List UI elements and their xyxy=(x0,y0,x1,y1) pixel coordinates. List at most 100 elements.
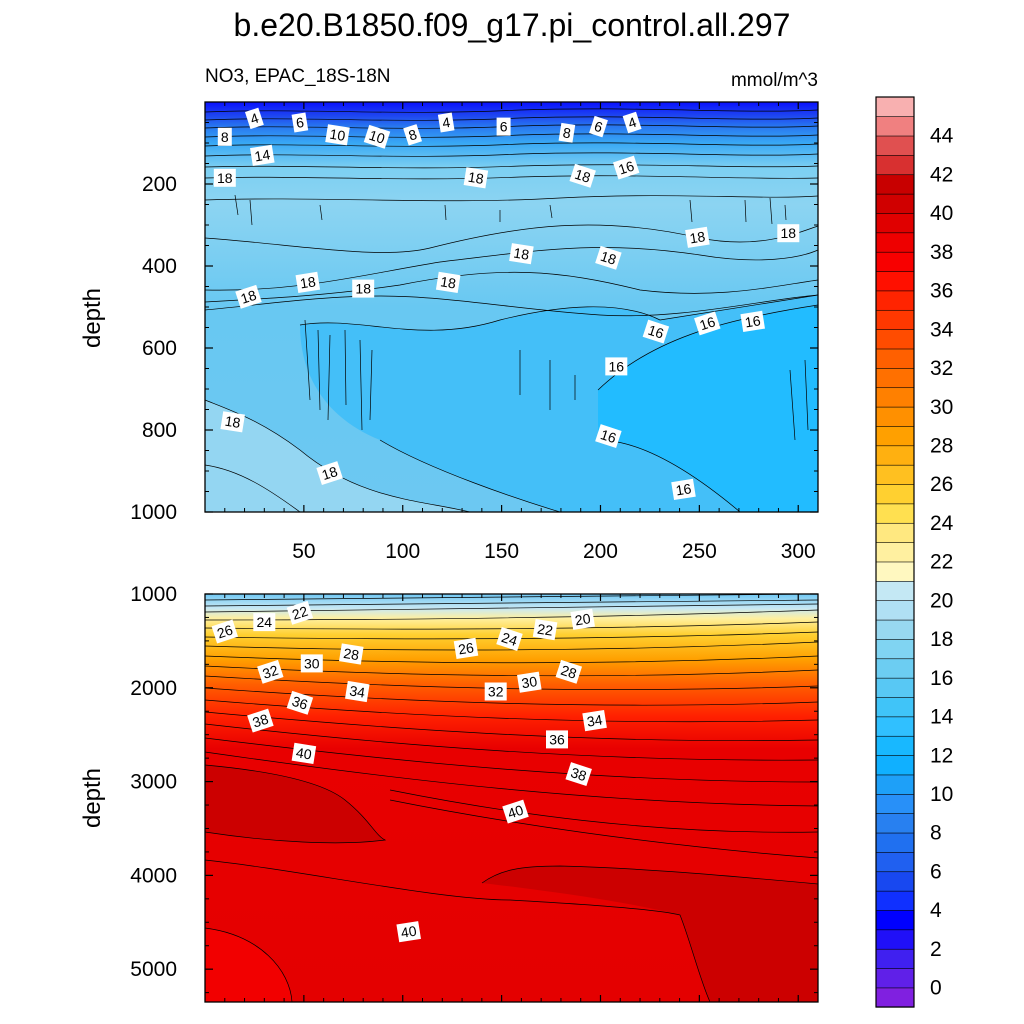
colorbar-swatch xyxy=(875,425,915,447)
contour-label: 18 xyxy=(569,163,596,188)
contour-label: 18 xyxy=(220,411,245,433)
colorbar-swatch xyxy=(875,580,915,601)
colorbar-swatch xyxy=(875,735,915,756)
colorbar-label: 20 xyxy=(930,589,953,612)
lower-deep-region-left xyxy=(205,765,385,843)
contour-label: 18 xyxy=(435,271,461,294)
contour-label-text: 16 xyxy=(744,312,762,330)
contour-label: 24 xyxy=(253,613,276,632)
colorbar-swatch xyxy=(875,522,915,543)
y-tick-label: 2000 xyxy=(130,677,177,700)
contour-label: 18 xyxy=(777,224,800,243)
y-tick-label: 1000 xyxy=(130,583,177,606)
contour-label-box xyxy=(509,243,534,265)
colorbar-label: 22 xyxy=(930,551,953,574)
colorbar-label: 6 xyxy=(930,861,942,884)
colorbar-label: 42 xyxy=(930,163,953,186)
upper-ylabel: depth xyxy=(79,288,106,348)
contour-label-box xyxy=(558,122,576,143)
contour-label-box xyxy=(345,680,370,703)
contour-label-box xyxy=(244,107,264,130)
contour-label-box xyxy=(235,284,262,309)
colorbar-swatch xyxy=(875,561,915,582)
contour-label-text: 40 xyxy=(506,802,526,822)
colorbar-swatch xyxy=(875,600,915,621)
colorbar-label: 36 xyxy=(930,280,953,303)
contour-label-box xyxy=(253,613,276,632)
colorbar-swatch xyxy=(875,154,915,176)
contour-label: 10 xyxy=(363,124,391,149)
contour-label: 40 xyxy=(291,742,317,765)
contour-label-text: 16 xyxy=(646,322,666,342)
contour-label: 6 xyxy=(496,117,511,136)
colorbar-swatch xyxy=(875,619,915,640)
contour-label-box xyxy=(569,163,596,188)
contour-label: 34 xyxy=(345,680,370,703)
colorbar-swatch xyxy=(875,329,915,350)
contour-label-text: 18 xyxy=(439,273,457,291)
contour-label-text: 4 xyxy=(441,114,451,131)
colorbar-label: 2 xyxy=(930,938,942,961)
contour-label-text: 22 xyxy=(290,603,310,623)
colorbar-swatch xyxy=(875,638,915,660)
contour-label-box xyxy=(339,643,364,665)
contour-label-box xyxy=(220,411,245,433)
colorbar-swatch xyxy=(875,890,915,911)
contour-label: 26 xyxy=(453,637,479,660)
contour-label: 20 xyxy=(570,608,595,630)
contour-label: 16 xyxy=(595,424,622,449)
upper-high-region xyxy=(205,400,470,512)
colorbar-label: 40 xyxy=(930,202,953,225)
contour-label-text: 18 xyxy=(573,166,593,186)
y-tick-label: 200 xyxy=(142,173,177,196)
contour-label: 18 xyxy=(316,461,343,486)
colorbar-swatch xyxy=(875,309,915,330)
contour-label: 18 xyxy=(595,245,622,270)
contour-label: 32 xyxy=(257,659,284,684)
y-tick-label: 4000 xyxy=(130,864,177,887)
contour-label-box xyxy=(595,245,622,270)
colorbar-swatch xyxy=(875,677,915,698)
contour-label-text: 18 xyxy=(299,273,317,291)
contour-label: 22 xyxy=(286,600,314,625)
contour-label-box xyxy=(605,357,628,376)
contour-label: 4 xyxy=(244,107,264,130)
contour-label-box xyxy=(570,608,595,630)
colorbar-swatch xyxy=(875,193,915,214)
colorbar-swatch xyxy=(875,909,915,931)
lower-ylabel: depth xyxy=(79,768,106,828)
contour-label-box xyxy=(363,124,391,149)
contour-label-box xyxy=(291,742,317,765)
contour-label: 30 xyxy=(300,654,323,673)
contour-label-box xyxy=(435,271,461,294)
contour-label-text: 38 xyxy=(569,764,589,784)
colorbar: 0246810121416182022242628303234363840424… xyxy=(875,96,954,1008)
contour-label: 8 xyxy=(403,124,423,146)
colorbar-swatch xyxy=(875,135,915,156)
contour-label-box xyxy=(247,708,274,733)
colorbar-swatch xyxy=(875,116,915,137)
x-tick-label: 300 xyxy=(781,540,816,563)
contour-label-text: 18 xyxy=(320,463,340,483)
contour-label-box xyxy=(286,690,314,715)
contour-label-text: 24 xyxy=(257,614,273,630)
contour-label: 30 xyxy=(517,671,542,693)
contour-label: 28 xyxy=(555,659,583,684)
contour-label-text: 18 xyxy=(355,281,371,297)
contour-label: 16 xyxy=(694,311,721,336)
colorbar-swatch xyxy=(875,967,915,989)
lower-plot-frame xyxy=(204,593,819,1003)
y-tick-label: 800 xyxy=(142,419,177,442)
contour-label: 8 xyxy=(217,127,232,146)
colorbar-swatch xyxy=(875,542,915,563)
contour-label: 14 xyxy=(250,144,275,166)
contour-label-box xyxy=(325,124,350,146)
contour-label-box xyxy=(403,124,423,146)
contour-label-box xyxy=(463,167,489,189)
colorbar-swatch xyxy=(875,987,915,1008)
contour-label-text: 18 xyxy=(512,245,530,263)
colorbar-label: 26 xyxy=(930,473,953,496)
contour-label-box xyxy=(496,117,511,136)
contour-label-box xyxy=(316,461,343,486)
